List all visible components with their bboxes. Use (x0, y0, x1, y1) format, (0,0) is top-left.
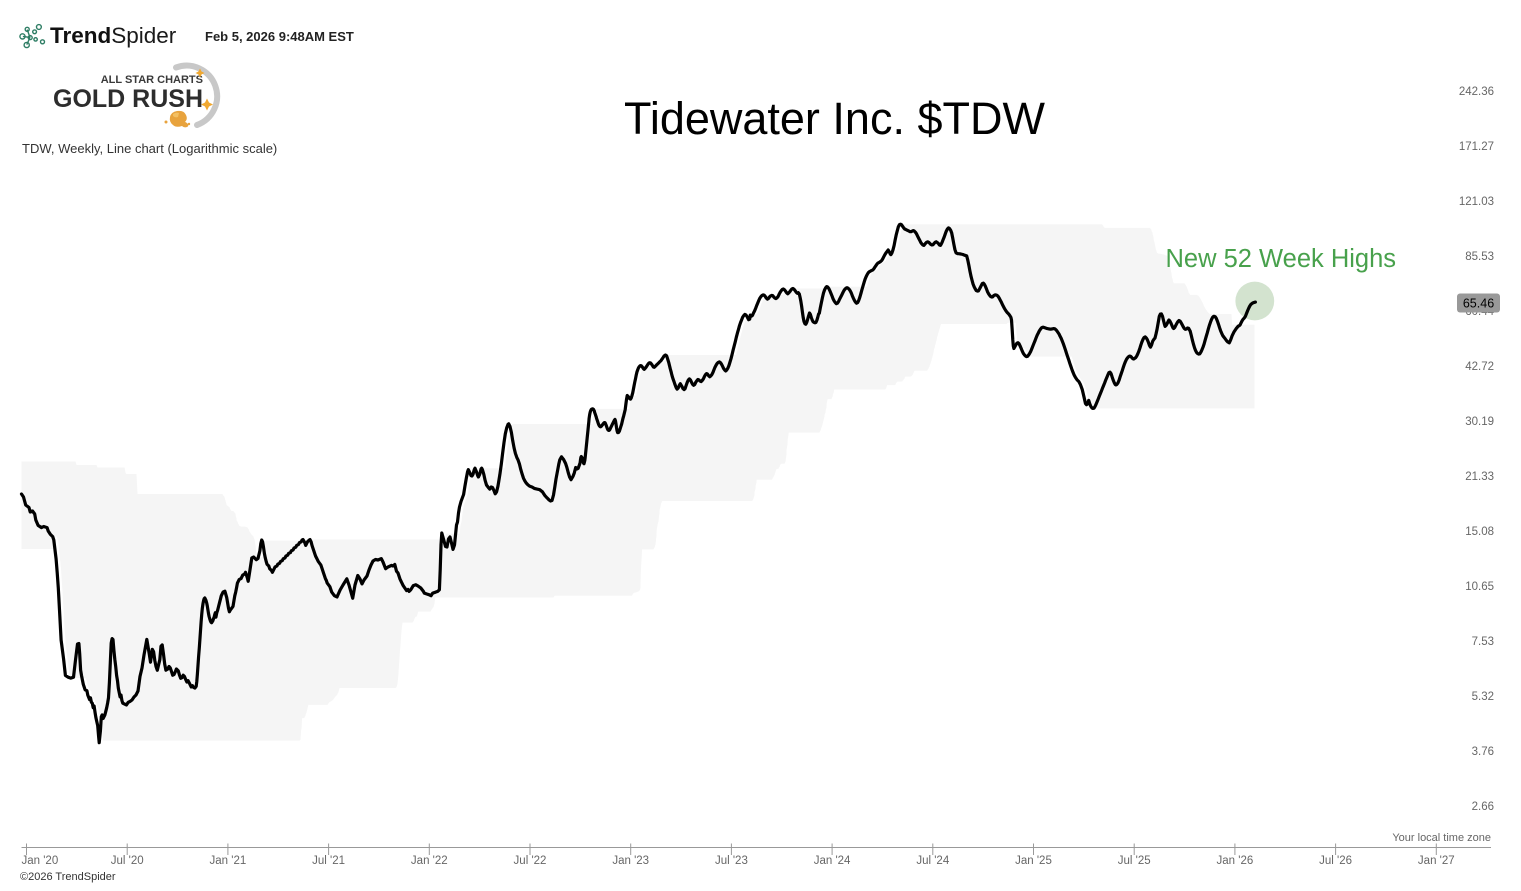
svg-text:Jul '23: Jul '23 (715, 855, 748, 867)
svg-text:21.33: 21.33 (1465, 471, 1494, 483)
svg-text:Jan '25: Jan '25 (1015, 855, 1052, 867)
svg-text:Jan '22: Jan '22 (411, 855, 448, 867)
svg-text:Jul '25: Jul '25 (1118, 855, 1151, 867)
svg-text:10.65: 10.65 (1465, 581, 1494, 593)
svg-text:Jan '27: Jan '27 (1418, 855, 1455, 867)
svg-text:65.46: 65.46 (1463, 297, 1494, 311)
svg-text:7.53: 7.53 (1472, 636, 1494, 648)
svg-text:42.72: 42.72 (1465, 361, 1494, 373)
svg-text:171.27: 171.27 (1459, 141, 1494, 153)
svg-text:85.53: 85.53 (1465, 251, 1494, 263)
svg-text:15.08: 15.08 (1465, 526, 1494, 538)
svg-text:5.32: 5.32 (1472, 691, 1494, 703)
svg-text:2.66: 2.66 (1472, 801, 1494, 813)
svg-text:Your local time zone: Your local time zone (1392, 832, 1491, 844)
svg-text:Jul '26: Jul '26 (1319, 855, 1352, 867)
svg-text:Jul '21: Jul '21 (312, 855, 345, 867)
svg-text:Jul '22: Jul '22 (514, 855, 547, 867)
svg-text:New 52 Week Highs: New 52 Week Highs (1166, 245, 1397, 273)
svg-text:242.36: 242.36 (1459, 86, 1494, 98)
svg-text:Jan '26: Jan '26 (1217, 855, 1254, 867)
svg-text:30.19: 30.19 (1465, 416, 1494, 428)
svg-text:3.76: 3.76 (1472, 746, 1494, 758)
svg-text:Jul '20: Jul '20 (111, 855, 144, 867)
svg-text:Jan '24: Jan '24 (814, 855, 851, 867)
svg-text:©2026 TrendSpider: ©2026 TrendSpider (20, 871, 116, 883)
svg-text:Jan '20: Jan '20 (22, 855, 59, 867)
svg-text:Jan '23: Jan '23 (612, 855, 649, 867)
svg-text:Jan '21: Jan '21 (210, 855, 247, 867)
svg-text:Jul '24: Jul '24 (916, 855, 949, 867)
svg-text:121.03: 121.03 (1459, 196, 1494, 208)
